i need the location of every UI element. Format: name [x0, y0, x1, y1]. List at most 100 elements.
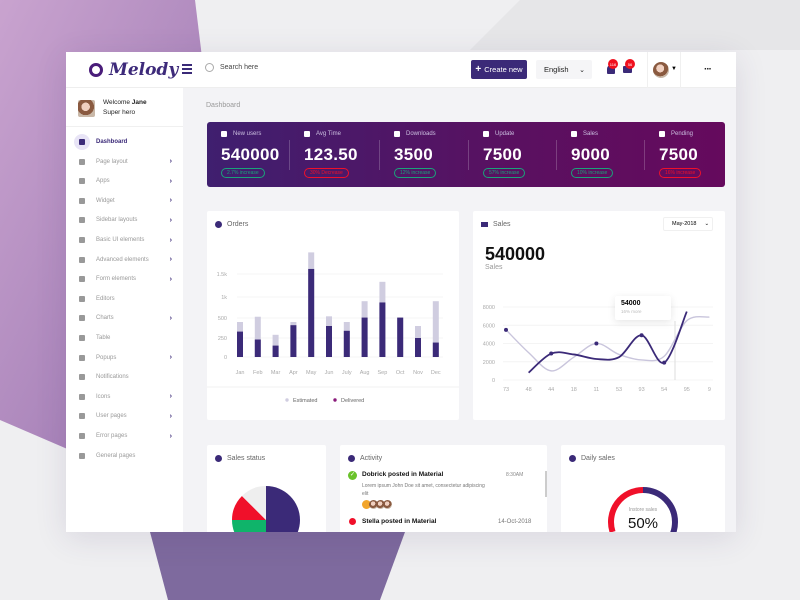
sidebar-item[interactable]: Error pages ›: [74, 428, 178, 444]
period-select[interactable]: May-2018 ⌄: [663, 217, 713, 231]
x-tick-label: 93: [639, 387, 645, 393]
user-profile: Welcome Jane Super hero: [78, 98, 147, 118]
orders-card: Orders 0 250 500 1k 1.5k Jan Feb Mar Apr May Jun Ju…: [207, 211, 459, 420]
sidebar-item[interactable]: Charts ›: [74, 310, 178, 326]
legend-label: Estimated: [293, 398, 317, 404]
activity-item-title: Stella posted in Material: [362, 518, 437, 525]
x-tick-label: Sep: [378, 370, 388, 376]
orders-chart: 0 250 500 1k 1.5k Jan Feb Mar Apr May Jun July Aug Se…: [207, 252, 459, 404]
stat-update: Update 7500 57% increase: [483, 122, 569, 187]
search-input[interactable]: Search here: [205, 63, 258, 72]
mail-icon[interactable]: [623, 66, 632, 73]
sidebar-item[interactable]: Advanced elements ›: [74, 252, 178, 268]
sidebar-item-label: Dashboard: [96, 139, 128, 145]
data-point: [594, 341, 599, 346]
create-new-button[interactable]: + Create new: [471, 60, 527, 79]
x-tick-label: Jan: [236, 370, 245, 376]
stat-icon: [221, 131, 227, 137]
welcome-text: Welcome: [103, 99, 130, 106]
x-tick-label: 9: [708, 387, 711, 393]
chevron-down-icon: ⌄: [704, 221, 710, 227]
layout-icon: [74, 154, 90, 170]
stats-banner: New users 540000 2.7% increase Avg Time 123.…: [207, 122, 725, 187]
period-value: May-2018: [672, 221, 697, 227]
stat-value: 123.50: [304, 145, 358, 164]
activity-icon: [348, 455, 355, 462]
stat-label: Downloads: [406, 131, 436, 137]
sidebar-item[interactable]: Basic UI elements ›: [74, 232, 178, 248]
dashboard-gauge-icon: [569, 455, 576, 462]
pie-slice: [232, 495, 266, 520]
data-point: [549, 351, 554, 356]
scrollbar[interactable]: [545, 471, 547, 497]
sales-status-card: Sales status: [207, 445, 326, 532]
y-tick-label: 500: [218, 316, 227, 322]
activity-item-title: Dobrick posted in Material: [362, 471, 444, 478]
sales-tooltip: 54000 16% more: [615, 296, 671, 320]
logo[interactable]: Melody: [89, 60, 178, 80]
chevron-right-icon: ›: [169, 216, 172, 224]
language-select[interactable]: English ⌄: [536, 60, 592, 79]
activity-item-time: 14-Oct-2018: [498, 519, 532, 525]
sidebar-item[interactable]: Table: [74, 330, 178, 346]
divider: [468, 140, 469, 170]
bar-delivered-Feb: [254, 339, 261, 357]
activity-item[interactable]: Stella posted in Material 14-Oct-2018: [348, 517, 538, 529]
x-tick-label: July: [342, 370, 352, 376]
sidebar-item-label: Basic UI elements: [96, 237, 145, 243]
sidebar-item[interactable]: Page layout ›: [74, 154, 178, 170]
notifications-badge: 116: [608, 59, 618, 69]
data-point: [662, 360, 667, 365]
chevron-right-icon: ›: [169, 412, 172, 420]
bar-delivered-Mar: [272, 345, 279, 357]
sidebar-item-label: Icons: [96, 393, 111, 400]
sidebar-item-label: Notifications: [96, 374, 129, 381]
stat-change-badge: 16% increase: [659, 168, 702, 178]
stat-icon: [659, 131, 665, 137]
logo-icon: [89, 63, 103, 77]
bar-delivered-Apr: [290, 325, 297, 357]
x-tick-label: Feb: [253, 370, 262, 376]
pie-slice: [232, 520, 266, 532]
divider: [379, 140, 380, 170]
bar-delivered-Jan: [237, 331, 243, 357]
bar-delivered-Nov: [415, 338, 421, 357]
stat-icon: [394, 131, 400, 137]
sidebar-item[interactable]: Notifications: [74, 369, 178, 385]
x-tick-label: 54: [661, 387, 667, 393]
sidebar-item[interactable]: Widget ›: [74, 193, 178, 209]
line-chart-icon: [481, 222, 488, 227]
hamburger-menu-icon[interactable]: [182, 64, 192, 74]
y-tick-label: 8000: [483, 305, 495, 311]
sidebar-item-label: Popups: [96, 354, 117, 361]
bar-delivered-Sep: [379, 302, 386, 357]
legend-label: Delivered: [341, 398, 364, 404]
y-tick-label: 1.5k: [217, 272, 228, 278]
chevron-down-icon: ⌄: [579, 66, 585, 74]
sidebar-item-label: Charts: [96, 315, 114, 322]
stat-label: Pending: [671, 131, 694, 137]
sidebar-item[interactable]: Popups ›: [74, 350, 178, 366]
sidebar-item[interactable]: Sidebar layouts ›: [74, 212, 178, 228]
stat-sales: Sales 9000 10% increase: [571, 122, 657, 187]
x-tick-label: Nov: [413, 370, 423, 376]
sidebar-item[interactable]: User pages ›: [74, 408, 178, 424]
sidebar-item[interactable]: Icons ›: [74, 389, 178, 405]
pie-icon: [74, 310, 90, 326]
sidebar-item[interactable]: Apps ›: [74, 173, 178, 189]
sidebar-item[interactable]: Form elements ›: [74, 271, 178, 287]
home-icon: [74, 134, 90, 150]
search-icon: [205, 63, 214, 72]
caret-down-icon[interactable]: ▼: [671, 66, 677, 72]
sidebar-item[interactable]: Dashboard: [74, 134, 178, 150]
user-avatar[interactable]: [653, 62, 669, 78]
orders-title: Orders: [227, 221, 249, 228]
sales-chart: 0 2000 4000 6000 8000 73 48 44 18 11 53 93 54 95 9: [483, 305, 713, 393]
sidebar-item[interactable]: General pages: [74, 448, 178, 464]
top-header: Melody Search here + Create new English ⌄ …: [66, 52, 736, 88]
bell-icon[interactable]: [607, 65, 615, 74]
stat-value: 3500: [394, 145, 434, 164]
sidebar-item[interactable]: Editors: [74, 291, 178, 307]
more-options-button[interactable]: ···: [704, 64, 712, 75]
grid-icon: [74, 232, 90, 248]
